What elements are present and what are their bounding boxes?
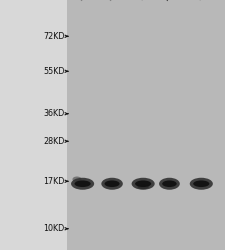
Text: 28KD: 28KD [43,137,64,146]
Ellipse shape [162,180,176,187]
Ellipse shape [74,180,90,187]
Text: Hela: Hela [76,0,94,2]
Text: Kidney: Kidney [194,0,219,2]
Text: 55KD: 55KD [43,67,64,76]
Text: MCF-7: MCF-7 [105,0,128,2]
Text: 17KD: 17KD [43,177,64,186]
Ellipse shape [104,180,119,187]
Ellipse shape [101,178,122,190]
Text: 10KD: 10KD [43,224,64,233]
Text: 72KD: 72KD [43,32,64,41]
Ellipse shape [131,178,154,190]
Ellipse shape [72,176,81,182]
Ellipse shape [192,180,209,187]
Bar [66,0,225,250]
Text: HepG2: HepG2 [136,0,161,2]
Ellipse shape [71,178,94,190]
Ellipse shape [135,180,151,187]
Ellipse shape [189,178,212,190]
Bar [0,0,66,250]
Ellipse shape [137,184,148,189]
Text: A549: A549 [162,0,183,2]
Text: 36KD: 36KD [43,109,64,118]
Ellipse shape [158,178,179,190]
